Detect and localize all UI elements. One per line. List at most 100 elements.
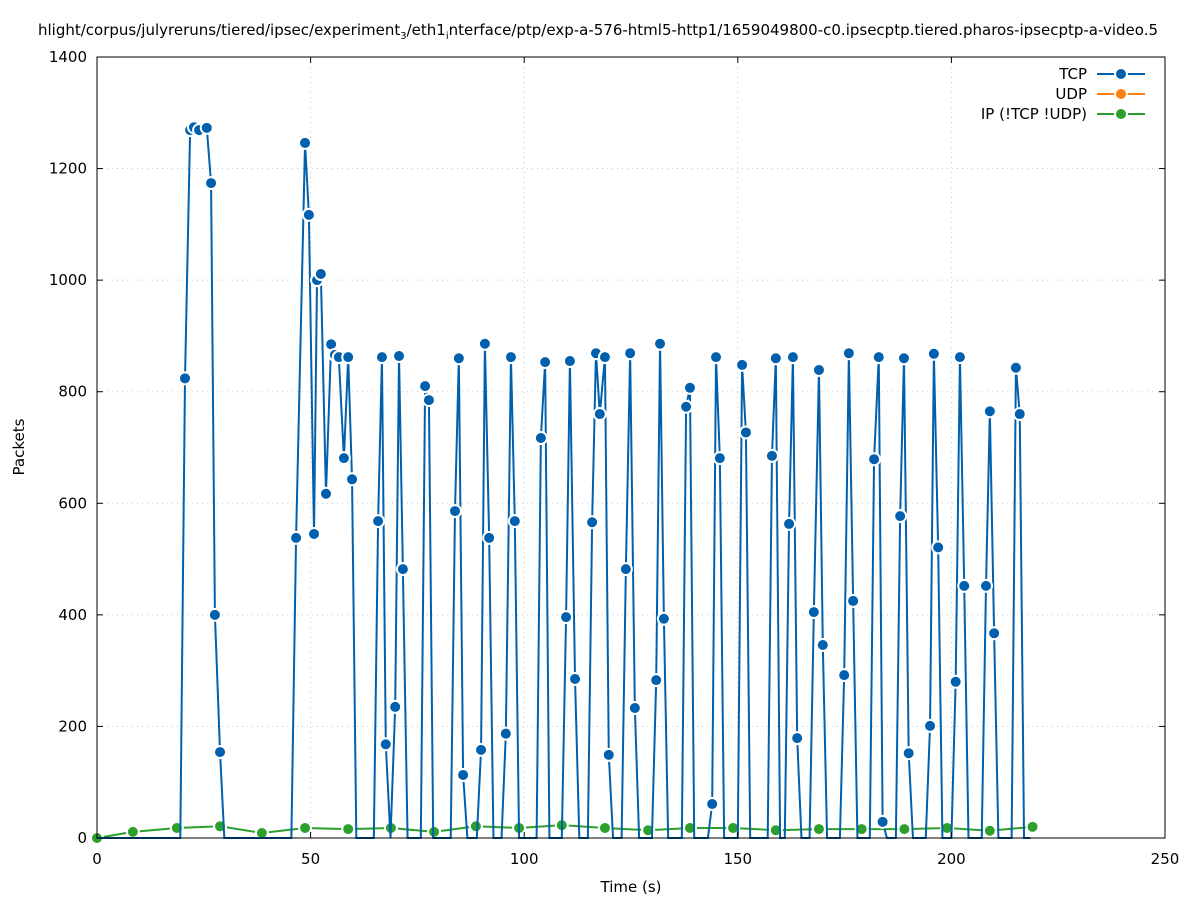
data-point — [940, 820, 955, 835]
ticks: 0 50 100 150 200 250 0 200 400 600 800 1000 1200 1400 — [49, 48, 1180, 868]
data-point — [768, 823, 783, 838]
data-point — [336, 451, 351, 466]
data-point — [585, 515, 600, 530]
data-point — [298, 135, 313, 150]
y-tick-label: 1000 — [49, 271, 87, 289]
data-point — [923, 718, 938, 733]
y-tick-label: 400 — [58, 606, 87, 624]
data-point — [204, 176, 219, 191]
data-point — [482, 530, 497, 545]
data-point — [790, 731, 805, 746]
legend-label: UDP — [1055, 85, 1087, 103]
data-point — [679, 399, 694, 414]
data-point — [705, 796, 720, 811]
title-sub-2: i — [446, 31, 449, 42]
data-point — [451, 351, 466, 366]
data-point — [709, 350, 724, 365]
legend-marker — [1114, 107, 1128, 121]
data-point — [562, 354, 577, 369]
data-point — [474, 742, 489, 757]
data-point — [841, 346, 856, 361]
data-point — [726, 820, 741, 835]
title-part-3: nterface/ptp/exp-a-576-html5-http1/16590… — [449, 21, 1158, 39]
data-point — [477, 336, 492, 351]
x-tick-label: 50 — [301, 850, 320, 868]
data-point — [979, 578, 994, 593]
title-part-2: /eth1 — [407, 21, 446, 39]
data-point — [785, 350, 800, 365]
data-point — [901, 746, 916, 761]
data-point — [806, 605, 821, 620]
data-point — [815, 637, 830, 652]
data-point — [875, 814, 890, 829]
data-point — [656, 611, 671, 626]
data-point — [738, 425, 753, 440]
data-point — [1025, 819, 1040, 834]
data-point — [318, 486, 333, 501]
data-point — [341, 350, 356, 365]
data-point — [371, 514, 386, 529]
y-tick-label: 800 — [58, 383, 87, 401]
data-point — [957, 578, 972, 593]
data-point — [289, 530, 304, 545]
x-tick-label: 0 — [92, 850, 102, 868]
data-point — [597, 820, 612, 835]
data-point — [764, 448, 779, 463]
data-point — [623, 346, 638, 361]
legend-marker — [1114, 67, 1128, 81]
data-point — [592, 407, 607, 422]
data-point — [507, 514, 522, 529]
data-point — [125, 824, 140, 839]
legend-label: IP (!TCP !UDP) — [981, 105, 1087, 123]
x-tick-label: 250 — [1151, 850, 1180, 868]
y-tick-label: 0 — [77, 829, 87, 847]
data-point — [298, 820, 313, 835]
series-layer — [90, 120, 1040, 845]
data-point — [627, 701, 642, 716]
x-tick-label: 100 — [510, 850, 539, 868]
x-tick-label: 150 — [723, 850, 752, 868]
data-point — [597, 350, 612, 365]
x-tick-label: 200 — [937, 850, 966, 868]
y-tick-label: 200 — [58, 717, 87, 735]
data-point — [1008, 360, 1023, 375]
chart-title: hlight/corpus/julyreruns/tiered/ipsec/ex… — [38, 21, 1158, 42]
data-point — [301, 207, 316, 222]
data-point — [456, 767, 471, 782]
data-point — [854, 822, 869, 837]
data-point — [447, 504, 462, 519]
y-tick-label: 1400 — [49, 48, 87, 66]
y-tick-label: 600 — [58, 494, 87, 512]
y-tick-label: 1200 — [49, 160, 87, 178]
data-point — [388, 699, 403, 714]
data-point — [374, 350, 389, 365]
data-point — [503, 350, 518, 365]
data-point — [931, 540, 946, 555]
data-point — [392, 349, 407, 364]
data-point — [568, 672, 583, 687]
data-point — [178, 371, 193, 386]
data-point — [313, 267, 328, 282]
title-sub-1: 3 — [400, 31, 406, 42]
data-point — [498, 726, 513, 741]
data-point — [926, 346, 941, 361]
data-point — [418, 379, 433, 394]
data-point — [468, 819, 483, 834]
data-point — [982, 404, 997, 419]
data-point — [893, 509, 908, 524]
data-point — [207, 607, 222, 622]
data-point — [1012, 407, 1027, 422]
data-point — [341, 822, 356, 837]
data-point — [649, 673, 664, 688]
data-point — [735, 357, 750, 372]
title-part-1: hlight/corpus/julyreruns/tiered/ipsec/ex… — [38, 21, 400, 39]
data-point — [345, 472, 360, 487]
plot-frame — [96, 56, 1166, 839]
data-point — [682, 380, 697, 395]
data-point — [897, 822, 912, 837]
x-axis-label: Time (s) — [600, 878, 662, 896]
data-point — [559, 610, 574, 625]
data-point — [982, 823, 997, 838]
data-point — [213, 745, 228, 760]
